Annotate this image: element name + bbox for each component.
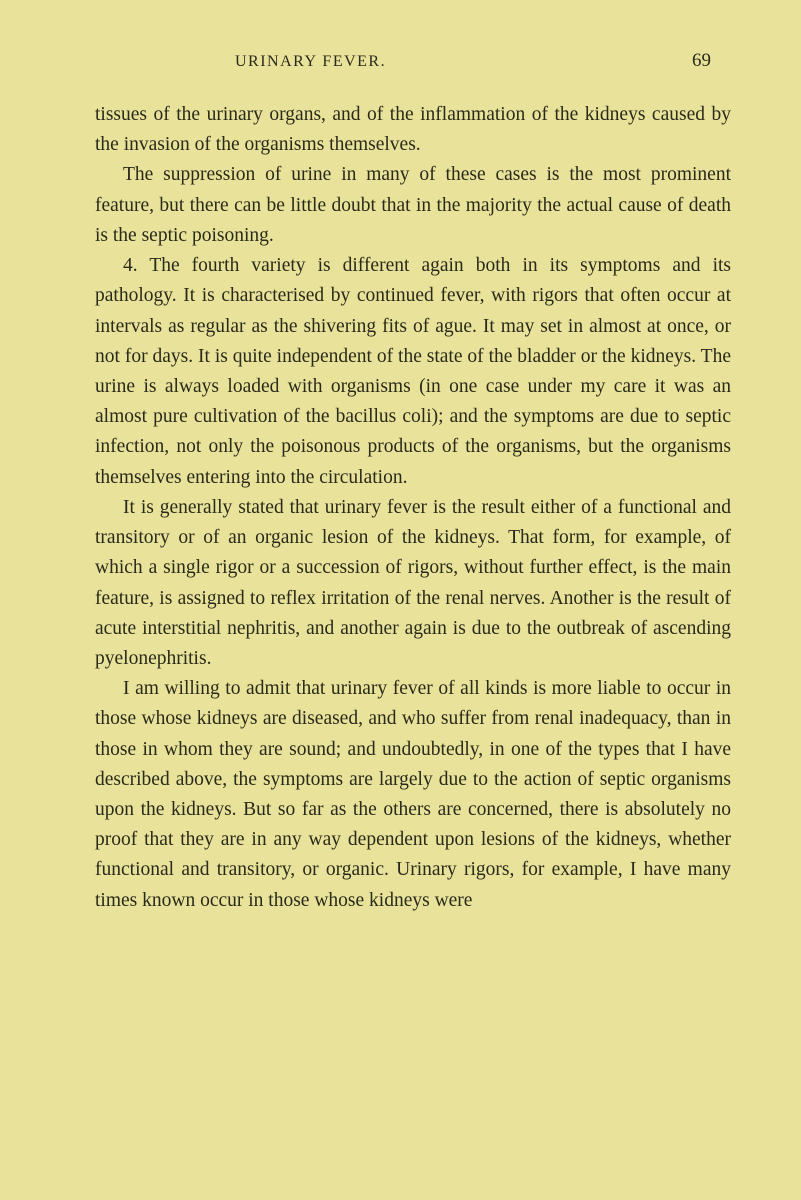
page-header: URINARY FEVER. 69	[95, 50, 731, 72]
paragraph-2: The suppression of urine in many of thes…	[95, 160, 731, 251]
paragraph-5: I am willing to admit that urinary fever…	[95, 674, 731, 916]
paragraph-1: tissues of the urinary organs, and of th…	[95, 100, 731, 160]
page-number: 69	[692, 50, 711, 72]
paragraph-4: It is generally stated that urinary feve…	[95, 493, 731, 674]
paragraph-3: 4. The fourth variety is different again…	[95, 251, 731, 493]
body-text: tissues of the urinary organs, and of th…	[95, 100, 731, 916]
running-head: URINARY FEVER.	[235, 53, 386, 71]
